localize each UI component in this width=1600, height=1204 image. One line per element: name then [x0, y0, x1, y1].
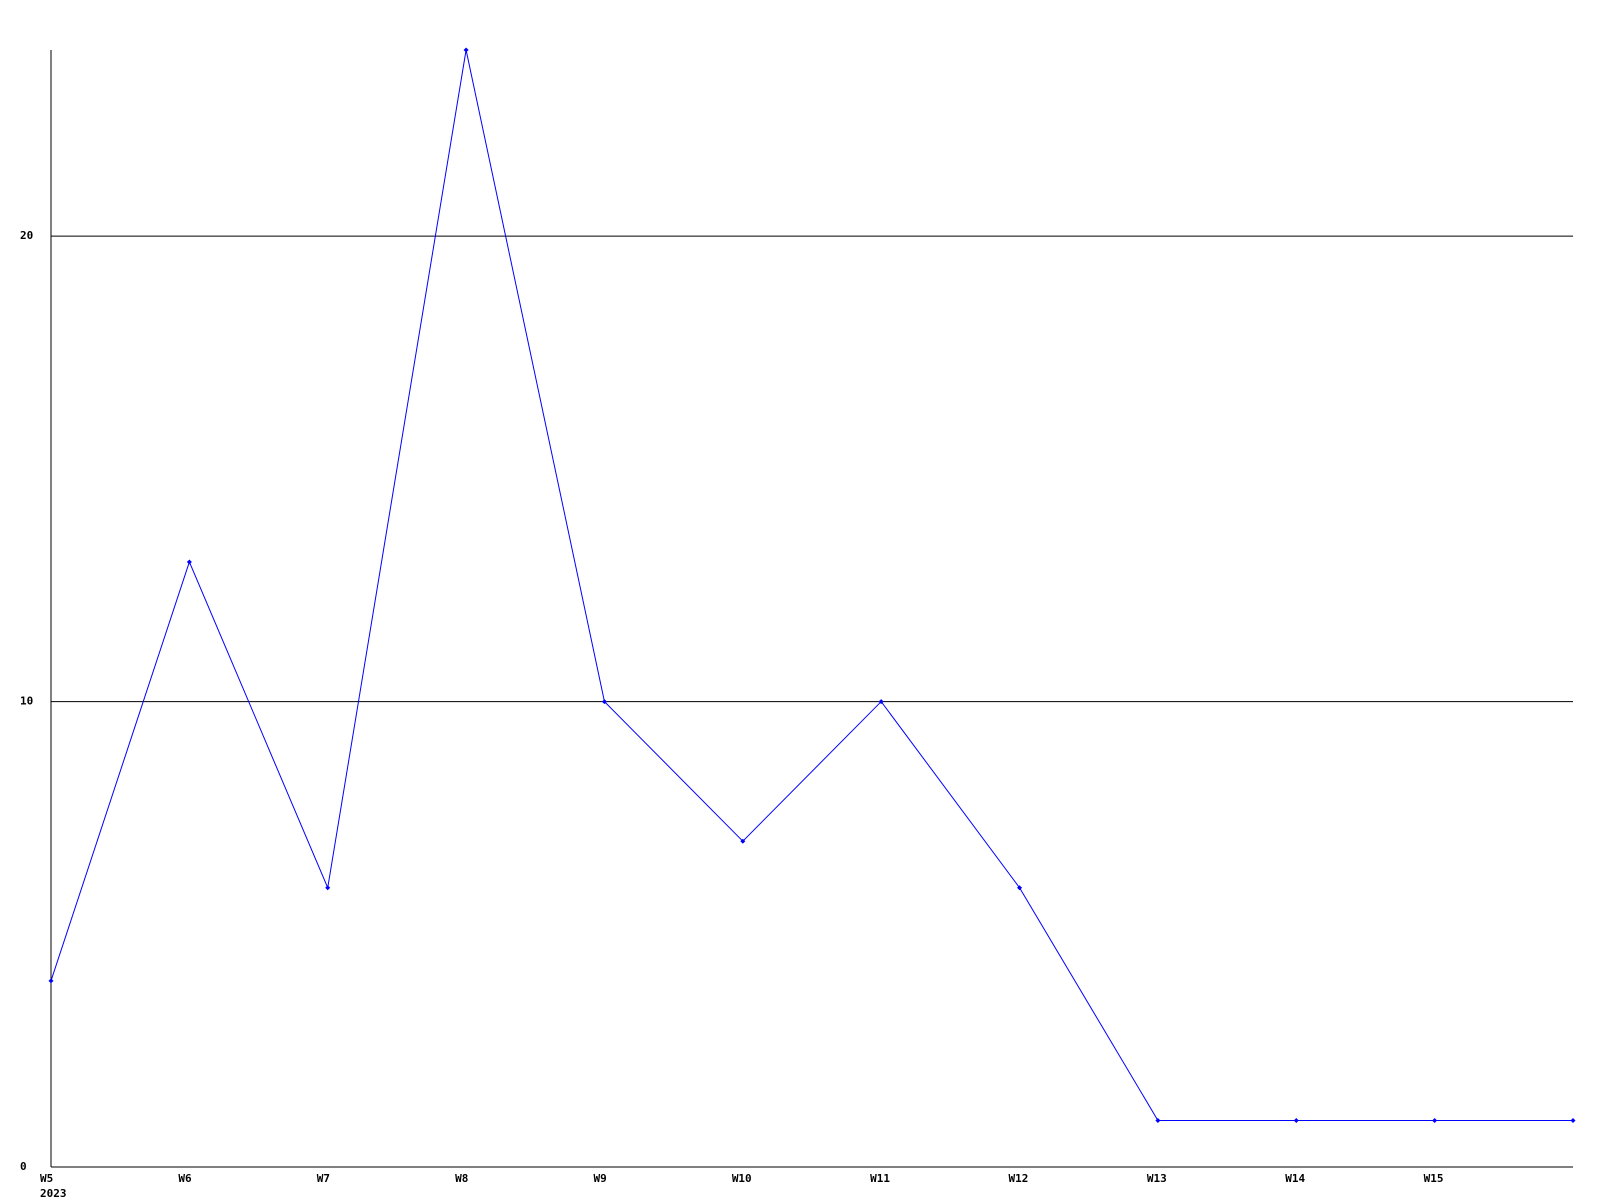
x-tick-label: W7: [317, 1172, 330, 1185]
series-line: [50, 49, 1573, 1121]
data-point: [1432, 1117, 1438, 1123]
x-tick-label: W14: [1285, 1172, 1305, 1185]
x-tick-label: W11: [870, 1172, 890, 1185]
data-point: [1293, 1117, 1299, 1123]
data-point: [1570, 1117, 1576, 1123]
y-tick-label: 10: [20, 695, 33, 708]
data-point: [48, 978, 54, 984]
x-tick-label: W15: [1424, 1172, 1444, 1185]
x-tick-label: W12: [1009, 1172, 1029, 1185]
x-tick-label: W9: [593, 1172, 606, 1185]
y-tick-label: 20: [20, 229, 33, 242]
x-tick-label: W10: [732, 1172, 752, 1185]
data-point: [740, 838, 746, 844]
data-point: [601, 699, 607, 705]
data-point: [1155, 1117, 1161, 1123]
data-point: [463, 47, 469, 53]
x-tick-label: W5: [40, 1172, 53, 1185]
data-point: [878, 699, 884, 705]
x-tick-label: W6: [178, 1172, 192, 1185]
x-tick-label: W13: [1147, 1172, 1167, 1185]
x-sublabel: 2023: [40, 1187, 67, 1200]
data-point: [186, 559, 192, 565]
data-point: [1017, 885, 1023, 891]
x-tick-label: W8: [455, 1172, 468, 1185]
y-tick-label: 0: [20, 1160, 27, 1173]
data-point: [325, 885, 331, 891]
